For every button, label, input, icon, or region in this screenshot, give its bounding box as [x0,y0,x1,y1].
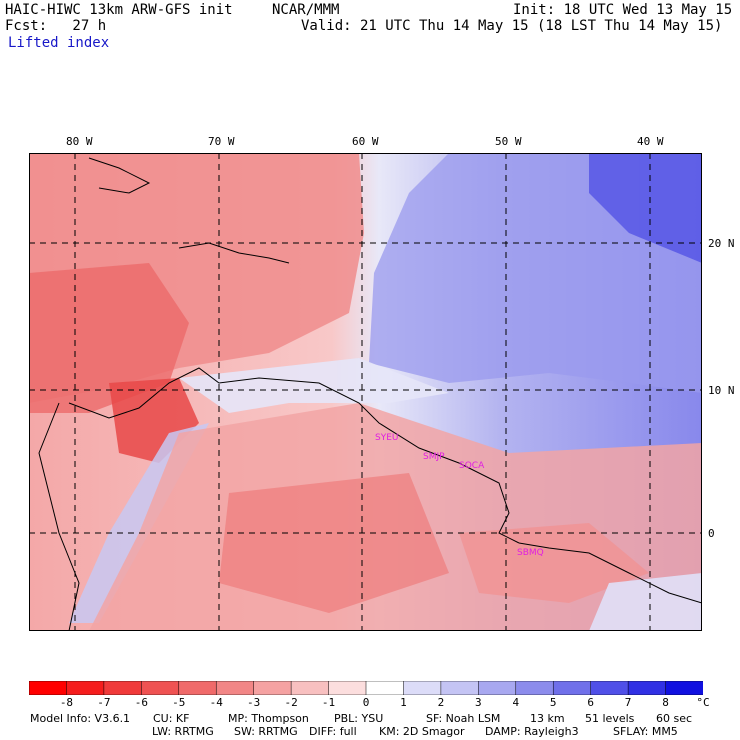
coastline [518,542,702,604]
footer-km: KM: 2D Smagor [379,725,465,738]
positive-li-region [589,573,702,631]
colorbar-tick-label: -5 [172,696,186,709]
colorbar-tick-label: 8 [662,696,669,709]
colorbar-tick-label: 3 [475,696,482,709]
colorbar-swatch [552,681,592,695]
footer-sw: SW: RRTMG [234,725,298,738]
colorbar-tick-label: 7 [624,696,632,709]
colorbar-tick-label: -7 [97,696,111,709]
colorbar-tick-label: 6 [587,696,594,709]
colorbar-tick-label: -8 [59,696,74,709]
colorbar-swatch [215,681,255,695]
org-label: NCAR/MMM [272,2,340,18]
positive-li-region [589,153,702,263]
footer-pbl: PBL: YSU [334,712,384,725]
lifted-index-map: SYEU SMJP SOCA SBMQ [29,153,702,631]
footer-damp: DAMP: Rayleigh3 [485,725,579,738]
lon-label: 60 W [352,135,379,148]
footer-model-info: Model Info: V3.6.1 [30,712,131,725]
colorbar-swatch [178,681,217,695]
footer-resolution: 13 km [530,712,565,725]
map-frame [29,153,702,631]
colorbar-tick-label: 1 [400,696,407,709]
footer-lw: LW: RRTMG [152,725,214,738]
colorbar-tick-label: -4 [209,696,223,709]
colorbar-swatch [141,681,180,695]
model-title: HAIC-HIWC 13km ARW-GFS init [5,2,233,18]
coastline [68,367,520,544]
forecast-hour: Fcst: 27 h [5,18,107,34]
colorbar-tick-label: 4 [512,696,520,709]
init-time: Init: 18 UTC Wed 13 May 15 [513,2,733,18]
negative-li-region [219,473,449,613]
field-name: Lifted index [8,35,110,51]
coastline [38,402,80,631]
footer-diff: DIFF: full [309,725,357,738]
colorbar-tick-label: 5 [549,696,557,709]
station-label: SBMQ [517,548,544,558]
lon-label: 70 W [208,135,235,148]
lat-label: 0 [708,527,715,540]
graticule [29,153,702,631]
colorbar-swatch [253,681,292,695]
station-label: SOCA [459,461,485,471]
colorbar-swatch [403,681,442,695]
coastline [178,242,290,264]
lat-label: 10 N [708,384,735,397]
colorbar-swatch [365,681,405,695]
colorbar-swatch [29,681,68,695]
negative-li-region [29,263,189,413]
colorbar-tick-label: 0 [362,696,370,709]
colorbar-swatch [665,681,703,695]
footer-mp: MP: Thompson [228,712,309,725]
colorbar-unit: °C [696,696,710,709]
lat-label: 20 N [708,237,735,250]
colorbar [29,681,703,695]
footer-sf: SF: Noah LSM [426,712,501,725]
colorbar-swatch [290,681,330,695]
neutral-li-band [179,358,449,413]
colorbar-swatch [590,681,629,695]
colorbar-tick-label: -6 [134,696,148,709]
footer-sflay: SFLAY: MM5 [613,725,678,738]
colorbar-swatch [478,681,517,695]
lon-label: 50 W [495,135,522,148]
lon-label: 80 W [66,135,93,148]
footer-levels: 51 levels [585,712,635,725]
valid-time: Valid: 21 UTC Thu 14 May 15 (18 LST Thu … [301,18,723,34]
colorbar-swatch [515,681,554,695]
colorbar-swatch [440,681,480,695]
colorbar-swatch [627,681,667,695]
coastline [88,157,151,194]
colorbar-swatch [66,681,105,695]
footer-timestep: 60 sec [656,712,693,725]
colorbar-tick-label: 2 [437,696,445,709]
colorbar-swatch [328,681,367,695]
colorbar-tick-label: -2 [284,696,298,709]
station-label: SYEU [375,433,398,443]
colorbar-tick-label: -1 [321,696,336,709]
station-label: SMJP [423,452,445,462]
lon-label: 40 W [637,135,664,148]
colorbar-tick-label: -3 [247,696,261,709]
footer-cu: CU: KF [153,712,190,725]
colorbar-swatch [103,681,143,695]
